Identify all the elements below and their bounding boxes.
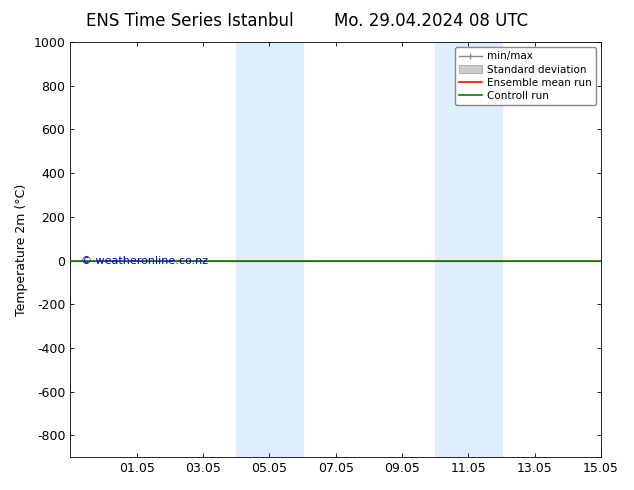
Text: ENS Time Series Istanbul: ENS Time Series Istanbul xyxy=(86,12,294,30)
Text: Mo. 29.04.2024 08 UTC: Mo. 29.04.2024 08 UTC xyxy=(334,12,528,30)
Legend: min/max, Standard deviation, Ensemble mean run, Controll run: min/max, Standard deviation, Ensemble me… xyxy=(455,47,596,105)
Y-axis label: Temperature 2m (°C): Temperature 2m (°C) xyxy=(15,183,28,316)
Bar xyxy=(435,42,501,457)
Text: © weatheronline.co.nz: © weatheronline.co.nz xyxy=(81,256,208,266)
Bar xyxy=(236,42,302,457)
